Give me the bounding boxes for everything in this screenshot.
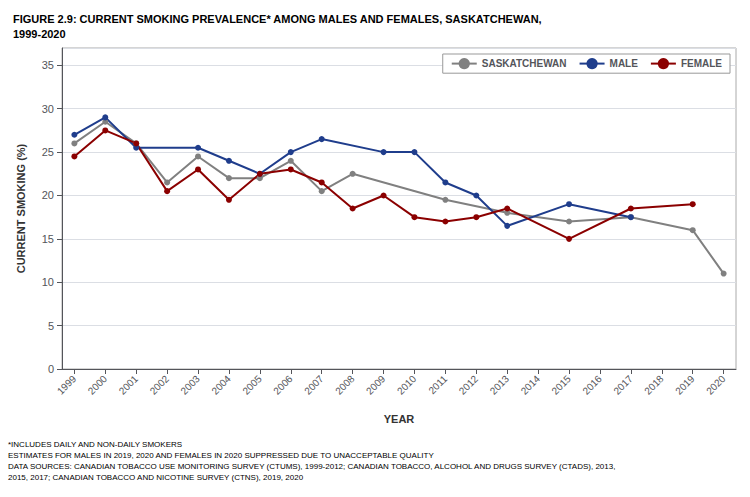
svg-text:25: 25 xyxy=(42,146,54,158)
svg-text:2012: 2012 xyxy=(457,373,481,397)
svg-text:2015, 2017; CANADIAN TOBACCO A: 2015, 2017; CANADIAN TOBACCO AND NICOTIN… xyxy=(8,473,304,482)
svg-text:2006: 2006 xyxy=(271,373,295,397)
svg-text:2015: 2015 xyxy=(549,373,573,397)
svg-text:SASKATCHEWAN: SASKATCHEWAN xyxy=(482,58,567,69)
svg-text:1999-2020: 1999-2020 xyxy=(13,28,66,40)
svg-text:2001: 2001 xyxy=(117,373,141,397)
svg-text:2017: 2017 xyxy=(611,373,635,397)
svg-text:15: 15 xyxy=(42,233,54,245)
svg-text:2013: 2013 xyxy=(488,373,512,397)
svg-text:2011: 2011 xyxy=(426,373,449,396)
svg-text:2005: 2005 xyxy=(240,373,264,397)
svg-text:35: 35 xyxy=(42,59,54,71)
svg-text:FEMALE: FEMALE xyxy=(681,58,722,69)
svg-text:MALE: MALE xyxy=(610,58,639,69)
svg-text:2009: 2009 xyxy=(364,373,388,397)
svg-text:*INCLUDES DAILY AND NON-DAILY: *INCLUDES DAILY AND NON-DAILY SMOKERS xyxy=(8,440,182,449)
svg-text:2002: 2002 xyxy=(148,373,172,397)
svg-text:1999: 1999 xyxy=(55,373,79,397)
svg-text:0: 0 xyxy=(48,363,54,375)
svg-text:2014: 2014 xyxy=(519,373,543,397)
svg-text:YEAR: YEAR xyxy=(384,413,415,425)
svg-text:DATA SOURCES: CANADIAN TOBACCO: DATA SOURCES: CANADIAN TOBACCO USE MONIT… xyxy=(8,462,615,471)
svg-text:2020: 2020 xyxy=(704,373,728,397)
svg-text:2004: 2004 xyxy=(209,373,233,397)
svg-text:FIGURE 2.9: CURRENT SMOKING PR: FIGURE 2.9: CURRENT SMOKING PREVALENCE* … xyxy=(13,13,542,25)
svg-text:5: 5 xyxy=(48,320,54,332)
svg-text:10: 10 xyxy=(42,276,54,288)
svg-text:2018: 2018 xyxy=(642,373,666,397)
svg-text:2019: 2019 xyxy=(673,373,697,397)
svg-text:2003: 2003 xyxy=(178,373,202,397)
svg-text:2008: 2008 xyxy=(333,373,357,397)
svg-text:ESTIMATES FOR MALES IN 2019, 2: ESTIMATES FOR MALES IN 2019, 2020 AND FE… xyxy=(8,451,434,460)
svg-text:CURRENT SMOKING (%): CURRENT SMOKING (%) xyxy=(15,143,27,273)
svg-text:20: 20 xyxy=(42,189,54,201)
svg-text:2010: 2010 xyxy=(395,373,419,397)
svg-text:2016: 2016 xyxy=(580,373,604,397)
svg-text:30: 30 xyxy=(42,103,54,115)
svg-text:2000: 2000 xyxy=(86,373,110,397)
svg-text:2007: 2007 xyxy=(302,373,326,397)
